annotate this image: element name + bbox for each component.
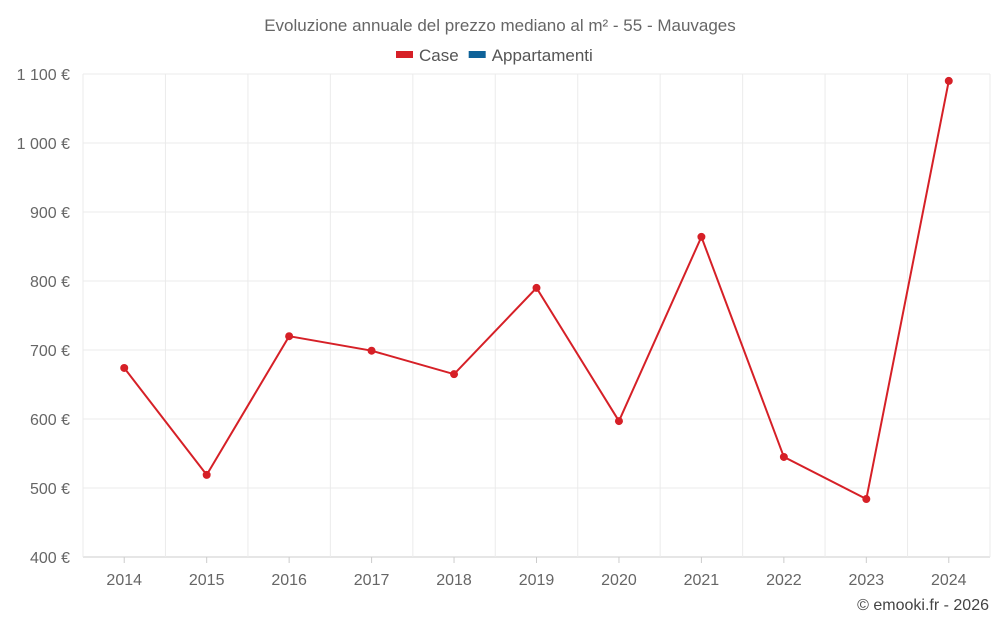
- x-tick-label: 2022: [766, 572, 802, 589]
- x-tick-label: 2021: [684, 572, 720, 589]
- data-point: [367, 346, 376, 355]
- chart-title: Evoluzione annuale del prezzo mediano al…: [264, 16, 736, 35]
- data-point: [532, 283, 541, 292]
- x-tick-label: 2014: [106, 572, 142, 589]
- data-point: [285, 332, 294, 341]
- x-tick-label: 2017: [354, 572, 390, 589]
- y-tick-label: 1 000 €: [17, 136, 70, 153]
- x-tick-label: 2018: [436, 572, 472, 589]
- y-tick-label: 600 €: [30, 412, 70, 429]
- legend-swatch: [468, 51, 486, 58]
- y-tick-label: 700 €: [30, 343, 70, 360]
- x-tick-label: 2016: [271, 572, 307, 589]
- legend-label: Appartamenti: [492, 46, 593, 65]
- x-axis: 2014 2015 2016 2017 2018 2019 2020 2021 2022 2023…: [106, 557, 967, 589]
- y-tick-label: 400 €: [30, 550, 70, 567]
- series: [120, 76, 953, 504]
- credit: © emooki.fr - 2026: [857, 597, 989, 614]
- legend-label: Case: [419, 46, 459, 65]
- y-axis: 400 € 500 € 600 € 700 € 800 € 900 € 1 000 € 1 1…: [17, 67, 70, 567]
- data-point: [944, 76, 953, 85]
- x-tick-label: 2024: [931, 572, 967, 589]
- legend-swatch: [396, 51, 413, 58]
- data-point: [697, 232, 706, 241]
- data-point: [450, 370, 459, 379]
- y-tick-label: 800 €: [30, 274, 70, 291]
- x-tick-label: 2019: [519, 572, 555, 589]
- x-tick-label: 2015: [189, 572, 225, 589]
- data-point: [202, 470, 211, 479]
- x-tick-label: 2023: [849, 572, 885, 589]
- data-point: [779, 452, 788, 461]
- legend: Case Appartamenti: [396, 46, 593, 65]
- data-point: [862, 495, 871, 504]
- x-tick-label: 2020: [601, 572, 637, 589]
- data-point: [120, 363, 129, 372]
- grid: [82, 73, 991, 558]
- y-tick-label: 900 €: [30, 205, 70, 222]
- data-point: [614, 417, 623, 426]
- y-tick-label: 1 100 €: [17, 67, 70, 84]
- y-tick-label: 500 €: [30, 481, 70, 498]
